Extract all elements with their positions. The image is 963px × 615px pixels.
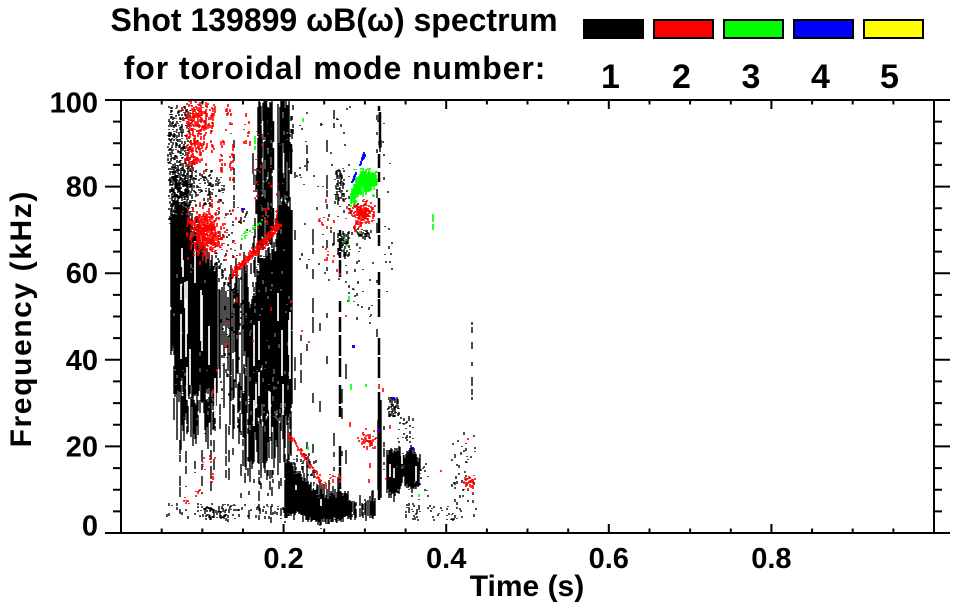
svg-text:Time (s): Time (s) xyxy=(470,570,584,603)
svg-text:100: 100 xyxy=(50,88,98,120)
svg-text:1: 1 xyxy=(601,58,620,96)
svg-text:0: 0 xyxy=(82,511,98,543)
svg-text:80: 80 xyxy=(66,172,98,204)
svg-text:60: 60 xyxy=(66,258,98,290)
svg-text:5: 5 xyxy=(880,58,899,96)
svg-text:0.8: 0.8 xyxy=(751,543,791,575)
svg-text:Frequency (kHz): Frequency (kHz) xyxy=(5,190,38,447)
svg-text:3: 3 xyxy=(742,58,761,96)
svg-text:4: 4 xyxy=(811,58,830,96)
svg-text:0.6: 0.6 xyxy=(589,543,629,575)
svg-text:0.4: 0.4 xyxy=(426,543,466,575)
svg-text:20: 20 xyxy=(66,431,98,463)
svg-text:40: 40 xyxy=(66,345,98,377)
svg-text:2: 2 xyxy=(672,58,691,96)
svg-text:Shot 139899 ωB(ω) spectrum: Shot 139899 ωB(ω) spectrum xyxy=(110,2,557,38)
svg-text:for toroidal mode number:: for toroidal mode number: xyxy=(124,50,547,86)
svg-text:0.2: 0.2 xyxy=(263,543,303,575)
